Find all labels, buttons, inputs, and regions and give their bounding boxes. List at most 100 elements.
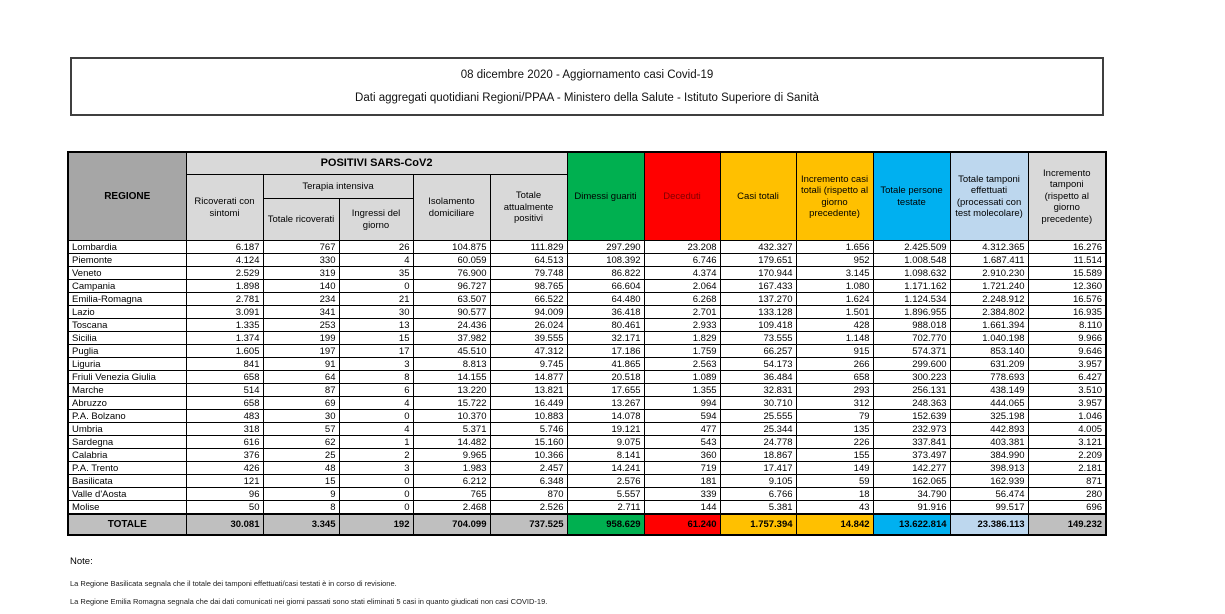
value-cell: 179.651 — [719, 253, 797, 267]
value-cell: 45.510 — [412, 344, 491, 358]
title-box: 08 dicembre 2020 - Aggiornamento casi Co… — [70, 57, 1104, 116]
table-row: Veneto 2.529 319 35 76.900 79.748 86.822 4.374 1… — [67, 266, 1107, 280]
total-value-cell: 23.386.113 — [949, 513, 1029, 536]
value-cell: 14.155 — [412, 370, 491, 384]
value-cell: 1.898 — [185, 279, 264, 293]
value-cell: 2.701 — [643, 305, 721, 319]
value-cell: 18 — [795, 487, 874, 501]
value-cell: 280 — [1027, 487, 1107, 501]
value-cell: 63.507 — [412, 292, 491, 306]
region-cell: Liguria — [67, 357, 187, 371]
value-cell: 30 — [338, 305, 414, 319]
value-cell: 1.759 — [643, 344, 721, 358]
notes-section: Note: La Regione Basilicata segnala che … — [70, 556, 1070, 614]
value-cell: 86.822 — [566, 266, 645, 280]
region-cell: Molise — [67, 500, 187, 515]
region-cell: Calabria — [67, 448, 187, 462]
column-header-ricoverati-con-sintomi: Ricoverati con sintomi — [185, 174, 264, 241]
note-item-emilia-romagna: La Regione Emilia Romagna segnala che da… — [70, 597, 548, 606]
value-cell: 20.518 — [566, 370, 645, 384]
value-cell: 1.661.394 — [949, 318, 1029, 332]
value-cell: 17 — [338, 344, 414, 358]
value-cell: 8.110 — [1027, 318, 1107, 332]
value-cell: 152.639 — [872, 409, 951, 423]
value-cell: 6.746 — [643, 253, 721, 267]
value-cell: 988.018 — [872, 318, 951, 332]
value-cell: 594 — [643, 409, 721, 423]
value-cell: 232.973 — [872, 422, 951, 436]
value-cell: 778.693 — [949, 370, 1029, 384]
value-cell: 19.121 — [566, 422, 645, 436]
value-cell: 59 — [795, 474, 874, 488]
region-cell: Friuli Venezia Giulia — [67, 370, 187, 384]
value-cell: 234 — [262, 292, 340, 306]
column-header-regione: REGIONE — [67, 151, 187, 241]
value-cell: 765 — [412, 487, 491, 501]
note-item-basilicata: La Regione Basilicata segnala che il tot… — [70, 579, 397, 588]
value-cell: 57 — [262, 422, 340, 436]
value-cell: 9.075 — [566, 435, 645, 449]
table-row: Lombardia 6.187 767 26 104.875 111.829 297.290… — [67, 240, 1107, 254]
value-cell: 37.982 — [412, 331, 491, 345]
value-cell: 17.655 — [566, 383, 645, 397]
table-row: Liguria 841 91 3 8.813 9.745 41.865 2.563 54.173… — [67, 357, 1107, 371]
value-cell: 297.290 — [566, 240, 645, 254]
value-cell: 96 — [185, 487, 264, 501]
value-cell: 15.589 — [1027, 266, 1107, 280]
value-cell: 79.748 — [489, 266, 568, 280]
value-cell: 6.268 — [643, 292, 721, 306]
table-row: Puglia 1.605 197 17 45.510 47.312 17.186 1.759 6… — [67, 344, 1107, 358]
table-row: Basilicata 121 15 0 6.212 6.348 2.576 181 9.105 5… — [67, 474, 1107, 488]
value-cell: 0 — [338, 500, 414, 515]
value-cell: 696 — [1027, 500, 1107, 515]
value-cell: 1.089 — [643, 370, 721, 384]
value-cell: 3 — [338, 357, 414, 371]
value-cell: 11.514 — [1027, 253, 1107, 267]
value-cell: 91 — [262, 357, 340, 371]
value-cell: 339 — [643, 487, 721, 501]
value-cell: 197 — [262, 344, 340, 358]
value-cell: 9 — [262, 487, 340, 501]
value-cell: 6 — [338, 383, 414, 397]
value-cell: 66.604 — [566, 279, 645, 293]
value-cell: 18.867 — [719, 448, 797, 462]
value-cell: 2.457 — [489, 461, 568, 475]
value-cell: 1 — [338, 435, 414, 449]
value-cell: 2.576 — [566, 474, 645, 488]
table-row: Toscana 1.335 253 13 24.436 26.024 80.461 2.933… — [67, 318, 1107, 332]
value-cell: 9.105 — [719, 474, 797, 488]
column-header-totale-persone-testate: Totale persone testate — [872, 151, 951, 241]
value-cell: 2 — [338, 448, 414, 462]
value-cell: 483 — [185, 409, 264, 423]
value-cell: 66.257 — [719, 344, 797, 358]
value-cell: 24.436 — [412, 318, 491, 332]
value-cell: 6.766 — [719, 487, 797, 501]
table-row: Sicilia 1.374 199 15 37.982 39.555 32.171 1.829… — [67, 331, 1107, 345]
region-cell: Basilicata — [67, 474, 187, 488]
value-cell: 64.480 — [566, 292, 645, 306]
table-row: Valle d'Aosta 96 9 0 765 870 5.557 339 6.766 18 34… — [67, 487, 1107, 501]
region-cell: Valle d'Aosta — [67, 487, 187, 501]
value-cell: 14.078 — [566, 409, 645, 423]
value-cell: 658 — [795, 370, 874, 384]
value-cell: 3 — [338, 461, 414, 475]
value-cell: 6.212 — [412, 474, 491, 488]
value-cell: 841 — [185, 357, 264, 371]
value-cell: 3.957 — [1027, 357, 1107, 371]
column-header-totale-attualmente-positivi: Totale attualmente positivi — [489, 174, 568, 241]
total-label-cell: TOTALE — [67, 513, 187, 536]
value-cell: 574.371 — [872, 344, 951, 358]
total-row: TOTALE 30.081 3.345 192 704.099 737.525 958.62… — [67, 513, 1107, 536]
table-row: Campania 1.898 140 0 96.727 98.765 66.604 2.064… — [67, 279, 1107, 293]
region-cell: Puglia — [67, 344, 187, 358]
value-cell: 853.140 — [949, 344, 1029, 358]
value-cell: 616 — [185, 435, 264, 449]
column-header-incremento-tamponi: Incremento tamponi (rispetto al giorno p… — [1027, 151, 1107, 241]
value-cell: 9.965 — [412, 448, 491, 462]
region-cell: Lazio — [67, 305, 187, 319]
value-cell: 1.983 — [412, 461, 491, 475]
value-cell: 16.576 — [1027, 292, 1107, 306]
value-cell: 4.124 — [185, 253, 264, 267]
value-cell: 514 — [185, 383, 264, 397]
value-cell: 9.966 — [1027, 331, 1107, 345]
